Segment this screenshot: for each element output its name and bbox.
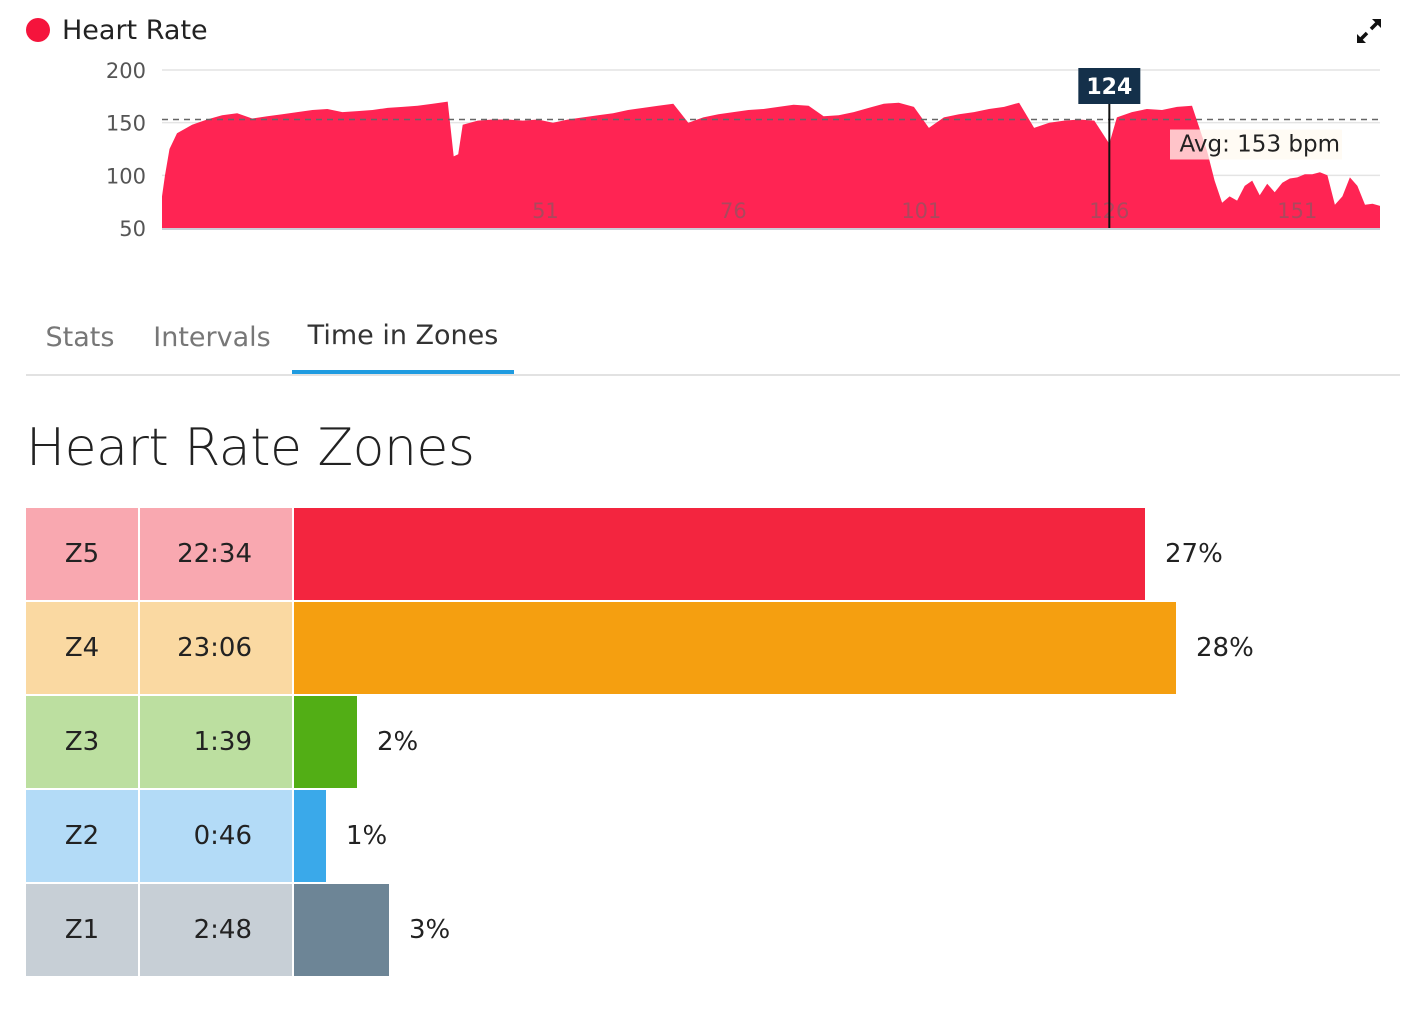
y-axis-ticks: 200 150 100 50 — [106, 59, 146, 241]
zone-row-z1: Z1 2:48 3% — [26, 884, 1406, 976]
zone-bar — [294, 602, 1176, 694]
average-label-text: Avg: 153 bpm — [1180, 132, 1340, 158]
y-tick-label: 150 — [106, 112, 146, 136]
zone-percent: 1% — [346, 821, 388, 851]
x-tick-label: 76 — [720, 199, 747, 223]
zone-time: 22:34 — [140, 508, 292, 600]
zone-bar — [294, 790, 326, 882]
y-tick-label: 100 — [106, 164, 146, 188]
average-label: Avg: 153 bpm — [1170, 129, 1342, 160]
zone-row-z5: Z5 22:34 27% — [26, 508, 1406, 600]
zone-label: Z1 — [26, 884, 138, 976]
y-tick-label: 200 — [106, 59, 146, 83]
zone-bar — [294, 884, 389, 976]
chart-title: Heart Rate — [62, 14, 208, 46]
tab-bar: Stats Intervals Time in Zones — [26, 300, 1400, 376]
crosshair-tooltip-box — [1078, 68, 1141, 104]
zone-label: Z4 — [26, 602, 138, 694]
tab-time-in-zones[interactable]: Time in Zones — [292, 300, 514, 374]
zone-label: Z2 — [26, 790, 138, 882]
x-tick-label: 151 — [1277, 199, 1317, 223]
section-title: Heart Rate Zones — [26, 418, 475, 478]
tab-intervals[interactable]: Intervals — [153, 321, 271, 353]
zone-bar — [294, 696, 357, 788]
y-tick-label: 50 — [119, 217, 146, 241]
zone-label: Z5 — [26, 508, 138, 600]
zone-row-z3: Z3 1:39 2% — [26, 696, 1406, 788]
crosshair-tooltip: 124 — [1078, 68, 1141, 104]
zone-label: Z3 — [26, 696, 138, 788]
zone-time: 0:46 — [140, 790, 292, 882]
zone-percent: 3% — [409, 915, 451, 945]
x-axis-ticks: 51 76 101 126 151 — [532, 199, 1317, 223]
zone-percent: 28% — [1196, 633, 1254, 663]
zone-time: 2:48 — [140, 884, 292, 976]
red-dot-icon — [26, 18, 50, 42]
expand-icon[interactable] — [1352, 14, 1386, 48]
average-label-background — [1170, 129, 1342, 160]
x-tick-label: 51 — [532, 199, 559, 223]
crosshair-tooltip-value: 124 — [1086, 75, 1132, 100]
zone-bar — [294, 508, 1145, 600]
zone-time: 1:39 — [140, 696, 292, 788]
zone-time: 23:06 — [140, 602, 292, 694]
heart-rate-area-series — [162, 101, 1380, 228]
zone-row-z4: Z4 23:06 28% — [26, 602, 1406, 694]
x-tick-label: 101 — [901, 199, 941, 223]
zone-percent: 27% — [1165, 539, 1223, 569]
zone-row-z2: Z2 0:46 1% — [26, 790, 1406, 882]
zone-percent: 2% — [377, 727, 419, 757]
tab-stats[interactable]: Stats — [45, 321, 115, 353]
chart-header: Heart Rate — [26, 12, 208, 48]
